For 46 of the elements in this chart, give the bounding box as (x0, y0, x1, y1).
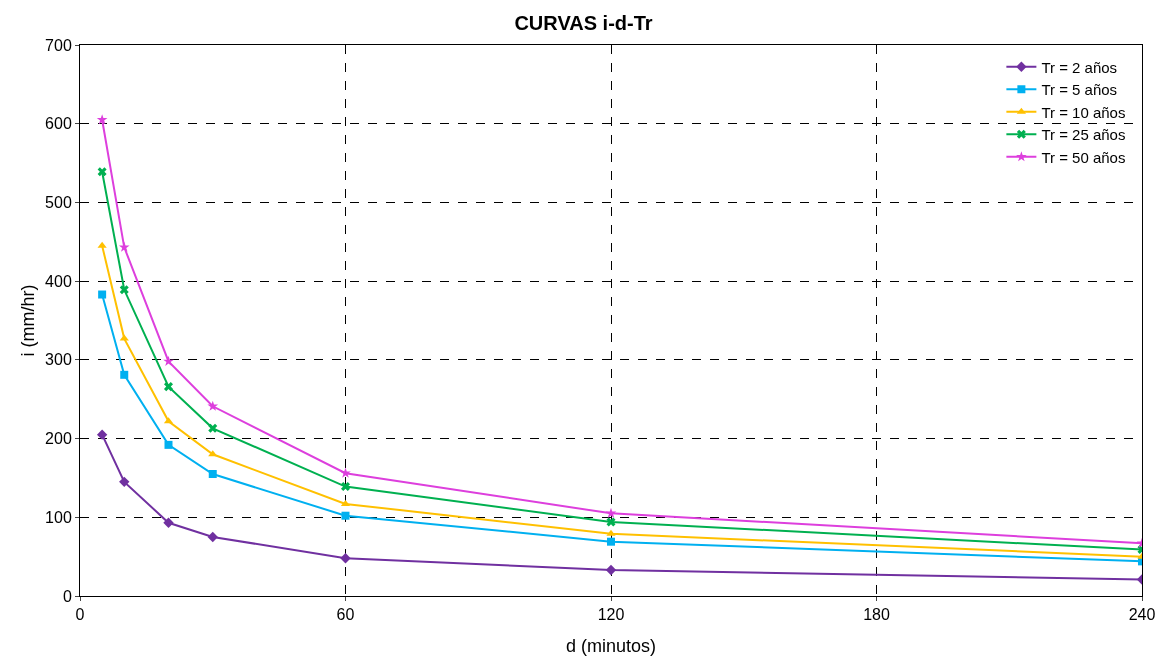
y-tick-label: 300 (45, 351, 72, 369)
point (208, 469, 217, 478)
point (163, 382, 174, 392)
legend-label: Tr = 2 años (1041, 58, 1118, 76)
x-tick-label: 60 (336, 606, 355, 624)
x-axis-title: d (minutos) (565, 636, 657, 656)
y-tick-label: 400 (45, 272, 72, 290)
point (208, 423, 218, 433)
point (607, 537, 615, 546)
point (98, 290, 107, 299)
x-tick-label: 0 (75, 606, 85, 624)
legend-label: Tr = 50 años (1041, 148, 1126, 166)
legend-label: Tr = 25 años (1041, 126, 1126, 144)
point (164, 440, 173, 449)
point (119, 476, 130, 488)
point (207, 531, 218, 543)
point (120, 370, 129, 379)
point (96, 114, 108, 125)
point (119, 285, 129, 295)
x-tick-label: 180 (863, 606, 890, 624)
x-tick-label: 240 (1128, 606, 1156, 624)
y-tick-label: 0 (62, 587, 72, 605)
y-tick-label: 100 (45, 508, 72, 526)
point (340, 553, 351, 564)
point (340, 482, 351, 492)
point (606, 517, 616, 527)
chart-title: CURVAS i-d-Tr (514, 12, 653, 35)
legend-label: Tr = 5 años (1041, 81, 1118, 99)
y-tick-label: 500 (45, 194, 72, 212)
point (119, 334, 129, 341)
point (163, 517, 174, 528)
point (96, 429, 108, 440)
point (605, 564, 617, 576)
point (97, 241, 107, 248)
x-tick-label: 120 (597, 606, 625, 624)
y-tick-label: 700 (45, 36, 72, 54)
point (341, 511, 350, 520)
y-tick-label: 600 (45, 115, 72, 133)
y-tick-label: 200 (45, 430, 72, 448)
point (97, 167, 107, 177)
y-axis-title: i (mm/hr) (18, 284, 38, 357)
point (606, 529, 616, 536)
point (605, 507, 617, 518)
point (340, 467, 351, 478)
legend-label: Tr = 10 años (1041, 103, 1126, 121)
point (163, 355, 174, 366)
